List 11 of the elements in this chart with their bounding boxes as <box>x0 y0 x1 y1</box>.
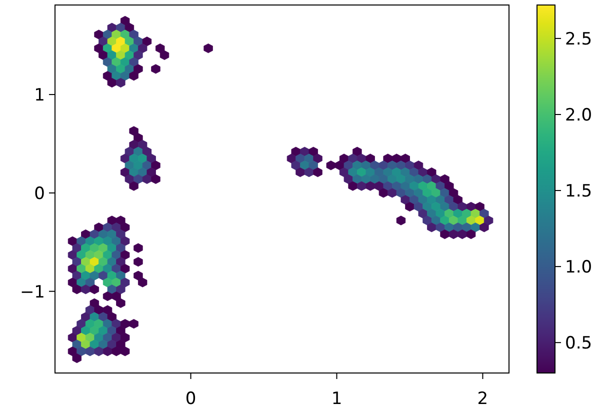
color-bar-label: 1.0 <box>565 258 592 278</box>
x-tick-label: 1 <box>331 389 342 409</box>
y-tick-label: 0 <box>34 184 45 204</box>
x-tick-label: 2 <box>477 389 488 409</box>
y-tick-label: −1 <box>20 282 45 302</box>
color-bar-label: 1.5 <box>565 182 592 202</box>
color-bar-label: 0.5 <box>565 334 592 354</box>
x-tick-label: 0 <box>185 389 196 409</box>
color-bar-label: 2.0 <box>565 106 592 126</box>
color-bar-label: 2.5 <box>565 30 592 50</box>
y-tick-label: 1 <box>34 86 45 106</box>
